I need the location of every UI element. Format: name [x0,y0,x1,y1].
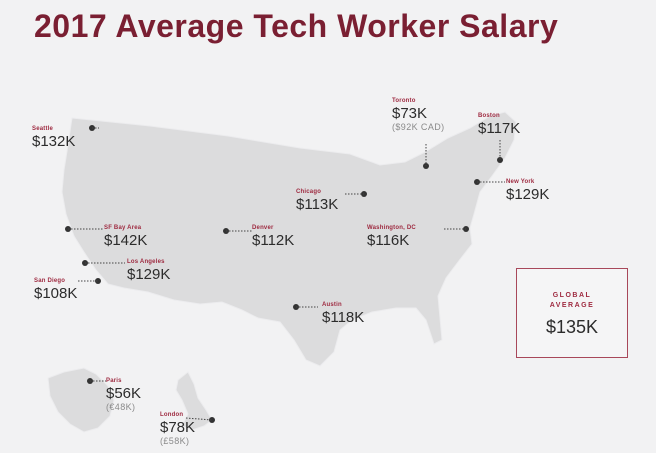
city-name: Paris [106,378,122,384]
city-label-new-york: New York $129K [506,179,549,203]
city-label-washington-dc: Washington, DC $116K [367,225,416,249]
city-label-denver: Denver $112K [252,225,294,249]
city-name: Seattle [32,126,54,132]
city-salary: $142K [104,232,148,249]
city-label-boston: Boston $117K [478,113,520,137]
city-local-salary: (£58K) [160,436,190,446]
city-local-salary: ($92K CAD) [392,122,445,132]
city-label-chicago: Chicago $113K [296,189,338,213]
city-label-london: London $78K (£58K) [160,412,195,446]
global-average-box: GLOBAL AVERAGE $135K [516,268,628,358]
usa-landmass [61,111,517,367]
city-label-paris: Paris $56K (€48K) [106,378,141,412]
london-marker [209,417,215,423]
san-diego-marker [95,278,101,284]
page-title: 2017 Average Tech Worker Salary [34,8,559,44]
city-name: New York [506,179,535,185]
boston-marker [497,157,503,163]
leader-lines [68,127,505,421]
city-name: Austin [322,302,342,308]
city-label-austin: Austin $118K [322,302,364,326]
city-name: Chicago [296,189,322,195]
city-name: Toronto [392,98,416,104]
city-label-toronto: Toronto $73K ($92K CAD) [392,98,445,132]
city-salary: $78K [160,419,196,436]
city-salary: $116K [367,232,410,249]
city-salary: $56K [106,385,142,402]
city-salary: $108K [34,285,78,302]
city-name: Denver [252,225,274,231]
city-local-salary: (€48K) [106,402,136,412]
city-salary: $129K [127,266,171,283]
city-label-san-diego: San Diego $108K [34,278,77,302]
city-name: Boston [478,113,500,119]
city-name: San Diego [34,278,66,284]
france-landmass [47,367,115,433]
city-name: Washington, DC [367,225,416,231]
city-salary: $117K [478,120,521,137]
city-salary: $118K [322,309,365,326]
city-name: London [160,412,184,418]
city-label-los-angeles: Los Angeles $129K [127,259,170,283]
uk-landmass [175,371,213,431]
city-name: SF Bay Area [104,225,142,231]
city-name: Los Angeles [127,259,165,265]
city-salary: $132K [32,133,76,150]
city-salary: $113K [296,196,339,213]
city-label-sf-bay-area: SF Bay Area $142K [104,225,147,249]
city-salary: $112K [252,232,295,249]
global-average-value: $135K [545,317,599,337]
city-label-seattle: Seattle $132K [32,126,75,150]
city-salary: $129K [506,186,550,203]
global-average-label: GLOBAL AVERAGE [549,292,595,309]
city-salary: $73K [392,105,428,122]
